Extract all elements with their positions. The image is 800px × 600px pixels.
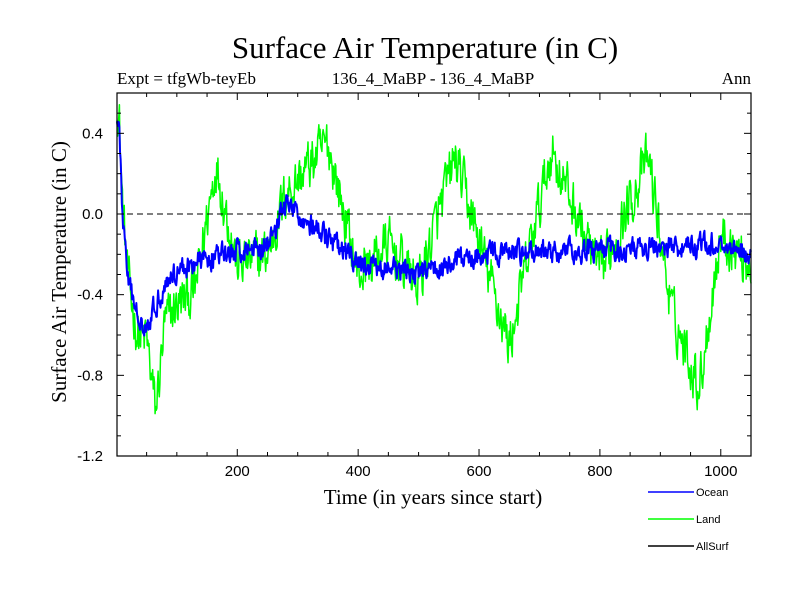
y-tick-label: 0.0 xyxy=(82,206,103,223)
y-tick-label: 0.4 xyxy=(82,125,103,142)
legend-label-land: Land xyxy=(696,514,720,526)
chart-title: Surface Air Temperature (in C) xyxy=(232,30,618,65)
chart-subtitle-left: Expt = tfgWb-teyEb xyxy=(117,69,256,88)
series-line-land xyxy=(116,104,752,415)
x-tick-label: 800 xyxy=(587,463,612,480)
x-tick-label: 200 xyxy=(225,463,250,480)
y-axis: -1.2 -0.8 -0.4 0.0 0.4 xyxy=(77,92,751,465)
series-line-ocean xyxy=(116,120,752,337)
x-axis-label: Time (in years since start) xyxy=(324,485,543,509)
x-tick-label: 600 xyxy=(467,463,492,480)
y-tick-label: -1.2 xyxy=(77,448,103,465)
x-tick-label: 1000 xyxy=(704,463,737,480)
x-tick-label: 400 xyxy=(346,463,371,480)
chart-subtitle-center: 136_4_MaBP - 136_4_MaBP xyxy=(332,69,534,88)
legend-label-allsurf: AllSurf xyxy=(696,541,729,553)
y-tick-label: -0.8 xyxy=(77,367,103,384)
plot-frame xyxy=(116,92,752,457)
legend-label-ocean: Ocean xyxy=(696,487,728,499)
legend: Ocean Land AllSurf xyxy=(648,487,729,553)
y-tick-label: -0.4 xyxy=(77,287,103,304)
x-axis: 200 400 600 800 1000 xyxy=(146,93,752,480)
chart-subtitle-right: Ann xyxy=(722,69,752,88)
series-layer xyxy=(116,104,752,415)
y-axis-label: Surface Air Temperature (in C) xyxy=(47,141,71,403)
